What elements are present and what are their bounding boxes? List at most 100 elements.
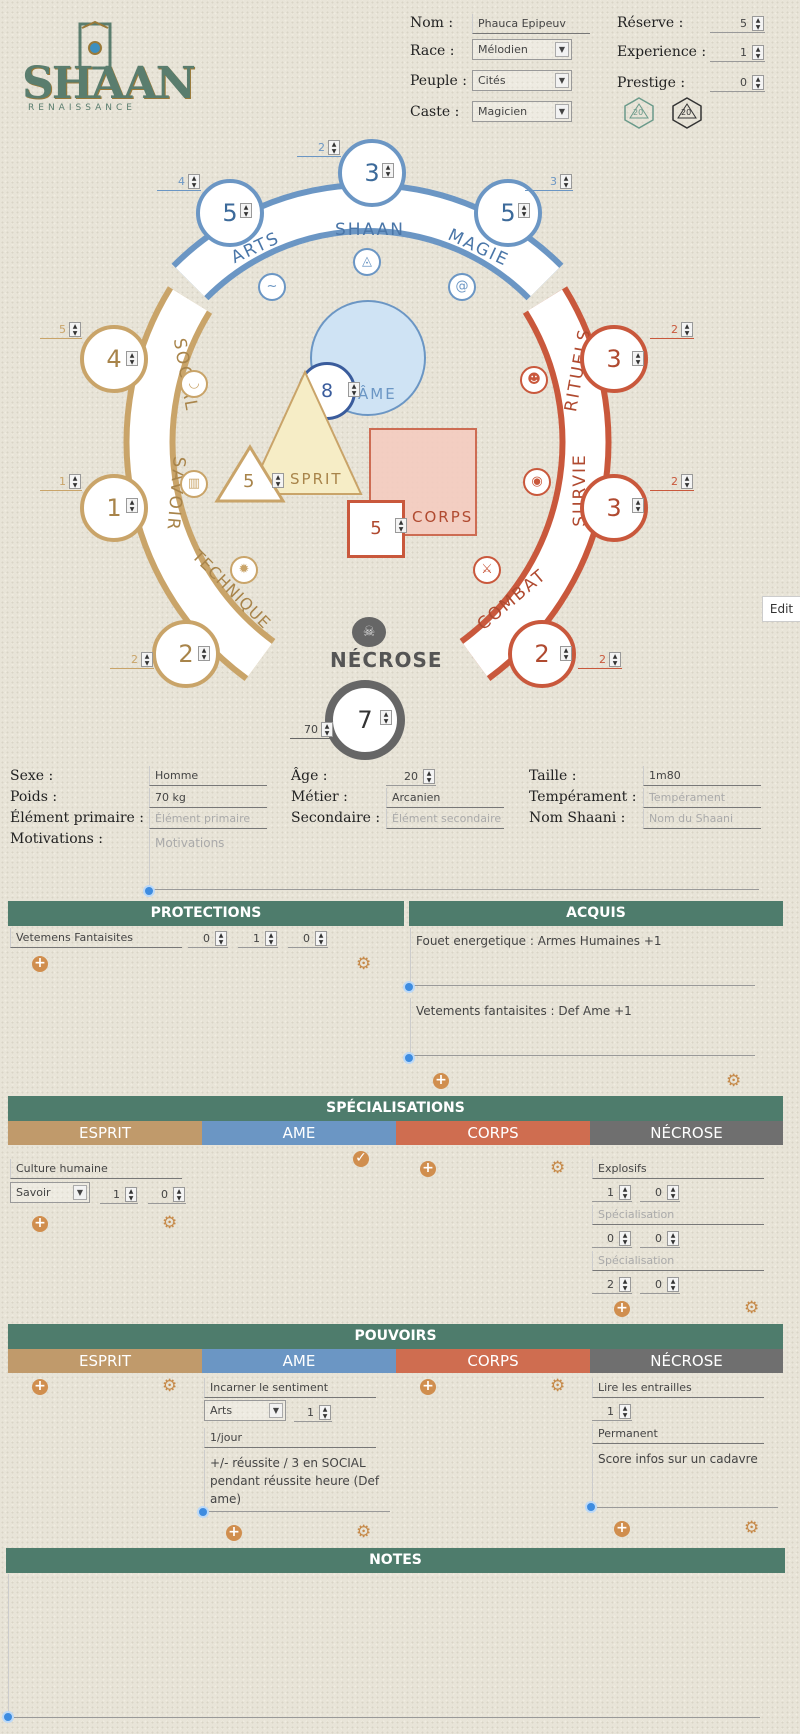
taille-input[interactable]: 1m80 (643, 766, 761, 786)
reserve-input[interactable]: 5 ▲ ▼ (710, 15, 765, 33)
age-input[interactable]: 20 ▲ ▼ (386, 768, 436, 786)
tab-pouv-ame[interactable]: AME (202, 1349, 396, 1373)
pouv-ame-freq[interactable]: 1/jour (204, 1428, 376, 1448)
tab-spec-ame[interactable]: AME (202, 1121, 396, 1145)
rituels-bonus[interactable]: 2 ▲ ▼ (650, 322, 694, 339)
spinner-icon[interactable]: ▲ ▼ (752, 45, 764, 60)
spinner-icon[interactable]: ▲ ▼ (560, 646, 572, 661)
spinner-icon[interactable]: ▲ ▼ (315, 931, 327, 946)
tab-pouv-corps[interactable]: CORPS (396, 1349, 590, 1373)
spec-esprit-domain-select[interactable]: Savoir ▼ (10, 1182, 90, 1203)
spinner-icon[interactable]: ▲ ▼ (125, 1187, 137, 1202)
technique-bonus[interactable]: 2 ▲ ▼ (110, 652, 154, 669)
spinner-icon[interactable]: ▲ ▼ (395, 518, 407, 533)
spec-n3-v2[interactable]: 0 ▲ ▼ (640, 1276, 680, 1294)
spec-corps-gear-icon[interactable]: ⚙ (550, 1158, 566, 1178)
spec-necrose-name-2[interactable]: Spécialisation (592, 1205, 764, 1225)
shaan-bonus[interactable]: 2 ▲ ▼ (297, 140, 341, 157)
d20-dice-dark-button[interactable]: 20 (670, 96, 704, 130)
protection-v2[interactable]: 1 ▲ ▼ (238, 930, 278, 948)
spec-esprit-v2[interactable]: 0 ▲ ▼ (148, 1186, 186, 1204)
spec-n2-v2[interactable]: 0 ▲ ▼ (640, 1230, 680, 1248)
spinner-icon[interactable]: ▲ ▼ (752, 16, 764, 31)
necrose-value[interactable]: 7 (325, 680, 405, 760)
arts-score[interactable]: 5 (196, 179, 264, 247)
spinner-icon[interactable]: ▲ ▼ (619, 1185, 631, 1200)
secondaire-input[interactable]: Élément secondaire (386, 809, 504, 829)
tab-pouv-necrose[interactable]: NÉCROSE (590, 1349, 783, 1373)
prestige-input[interactable]: 0 ▲ ▼ (710, 74, 765, 92)
spec-esprit-v1[interactable]: 1 ▲ ▼ (100, 1186, 138, 1204)
spec-n2-v1[interactable]: 0 ▲ ▼ (592, 1230, 632, 1248)
spinner-icon[interactable]: ▲ ▼ (619, 1277, 631, 1292)
spinner-icon[interactable]: ▲ ▼ (609, 652, 621, 667)
notes-textarea[interactable] (8, 1574, 760, 1718)
race-select[interactable]: Mélodien ▼ (472, 39, 572, 60)
spinner-icon[interactable]: ▲ ▼ (632, 351, 644, 366)
add-spec-esprit-button[interactable]: + (32, 1216, 48, 1232)
pouv-necrose-gear-icon[interactable]: ⚙ (744, 1518, 760, 1538)
savoir-bonus[interactable]: 1 ▲ ▼ (40, 474, 82, 491)
spinner-icon[interactable]: ▲ ▼ (681, 474, 693, 489)
pouv-necrose-v[interactable]: 1 ▲ ▼ (592, 1403, 632, 1421)
spinner-icon[interactable]: ▲ ▼ (518, 203, 530, 218)
peuple-select[interactable]: Cités ▼ (472, 70, 572, 91)
spinner-icon[interactable]: ▲ ▼ (265, 931, 277, 946)
survie-bonus[interactable]: 2 ▲ ▼ (650, 474, 694, 491)
spinner-icon[interactable]: ▲ ▼ (319, 1405, 331, 1420)
protection-v3[interactable]: 0 ▲ ▼ (288, 930, 328, 948)
resize-handle[interactable] (143, 885, 155, 897)
spinner-icon[interactable]: ▲ ▼ (126, 498, 138, 513)
esprit-value[interactable]: 5 (243, 471, 255, 492)
add-spec-corps-button[interactable]: + (420, 1161, 436, 1177)
technique-score[interactable]: 2 (152, 620, 220, 688)
pouv-necrose-name[interactable]: Lire les entrailles (592, 1378, 764, 1398)
social-bonus[interactable]: 5 ▲ ▼ (40, 322, 82, 339)
add-pouv-corps-button[interactable]: + (420, 1379, 436, 1395)
spinner-icon[interactable]: ▲ ▼ (667, 1185, 679, 1200)
spinner-icon[interactable]: ▲ ▼ (141, 652, 153, 667)
spinner-icon[interactable]: ▲ ▼ (69, 322, 81, 337)
spinner-icon[interactable]: ▲ ▼ (126, 351, 138, 366)
shaan-score[interactable]: 3 (338, 139, 406, 207)
protection-settings-gear-icon[interactable]: ⚙ (356, 954, 372, 974)
add-pouv-ame-button[interactable]: + (226, 1525, 242, 1541)
resize-handle[interactable] (585, 1501, 597, 1513)
d20-dice-button[interactable]: 20 (622, 96, 656, 130)
arts-bonus[interactable]: 4 ▲ ▼ (157, 174, 201, 191)
protection-name-input[interactable]: Vetemens Fantaisites (10, 928, 182, 948)
spinner-icon[interactable]: ▲ ▼ (328, 140, 340, 155)
nom-shaani-input[interactable]: Nom du Shaani (643, 809, 761, 829)
tab-spec-esprit[interactable]: ESPRIT (8, 1121, 202, 1145)
spinner-icon[interactable]: ▲ ▼ (632, 498, 644, 513)
spinner-icon[interactable]: ▲ ▼ (173, 1187, 185, 1202)
temperament-input[interactable]: Tempérament (643, 788, 761, 808)
rituels-score[interactable]: 3 (580, 325, 648, 393)
spinner-icon[interactable]: ▲ ▼ (380, 710, 392, 725)
spec-necrose-name-1[interactable]: Explosifs (592, 1159, 764, 1179)
pouv-ame-v[interactable]: 1 ▲ ▼ (294, 1404, 332, 1422)
resize-handle[interactable] (197, 1506, 209, 1518)
spinner-icon[interactable]: ▲ ▼ (681, 322, 693, 337)
pouv-corps-gear-icon[interactable]: ⚙ (550, 1376, 566, 1396)
pouv-ame-name[interactable]: Incarner le sentiment (204, 1378, 376, 1398)
spinner-icon[interactable]: ▲ ▼ (69, 474, 81, 489)
resize-handle[interactable] (403, 981, 415, 993)
necrose-bonus[interactable]: 70 ▲ ▼ (290, 722, 334, 739)
spinner-icon[interactable]: ▲ ▼ (272, 473, 284, 488)
spinner-icon[interactable]: ▲ ▼ (560, 174, 572, 189)
spinner-icon[interactable]: ▲ ▼ (188, 174, 200, 189)
spec-n3-v1[interactable]: 2 ▲ ▼ (592, 1276, 632, 1294)
pouv-ame-gear-icon[interactable]: ⚙ (356, 1522, 372, 1542)
acquis-item-1[interactable]: Fouet energetique : Armes Humaines +1 (410, 928, 755, 986)
acquis-settings-gear-icon[interactable]: ⚙ (726, 1071, 742, 1091)
magie-bonus[interactable]: 3 ▲ ▼ (525, 174, 573, 191)
spinner-icon[interactable]: ▲ ▼ (667, 1231, 679, 1246)
spinner-icon[interactable]: ▲ ▼ (619, 1404, 631, 1419)
add-acquis-button[interactable]: + (433, 1073, 449, 1089)
combat-bonus[interactable]: 2 ▲ ▼ (578, 652, 622, 669)
spinner-icon[interactable]: ▲ ▼ (348, 382, 360, 397)
add-spec-necrose-button[interactable]: + (614, 1301, 630, 1317)
add-pouv-necrose-button[interactable]: + (614, 1521, 630, 1537)
experience-input[interactable]: 1 ▲ ▼ (710, 44, 765, 62)
